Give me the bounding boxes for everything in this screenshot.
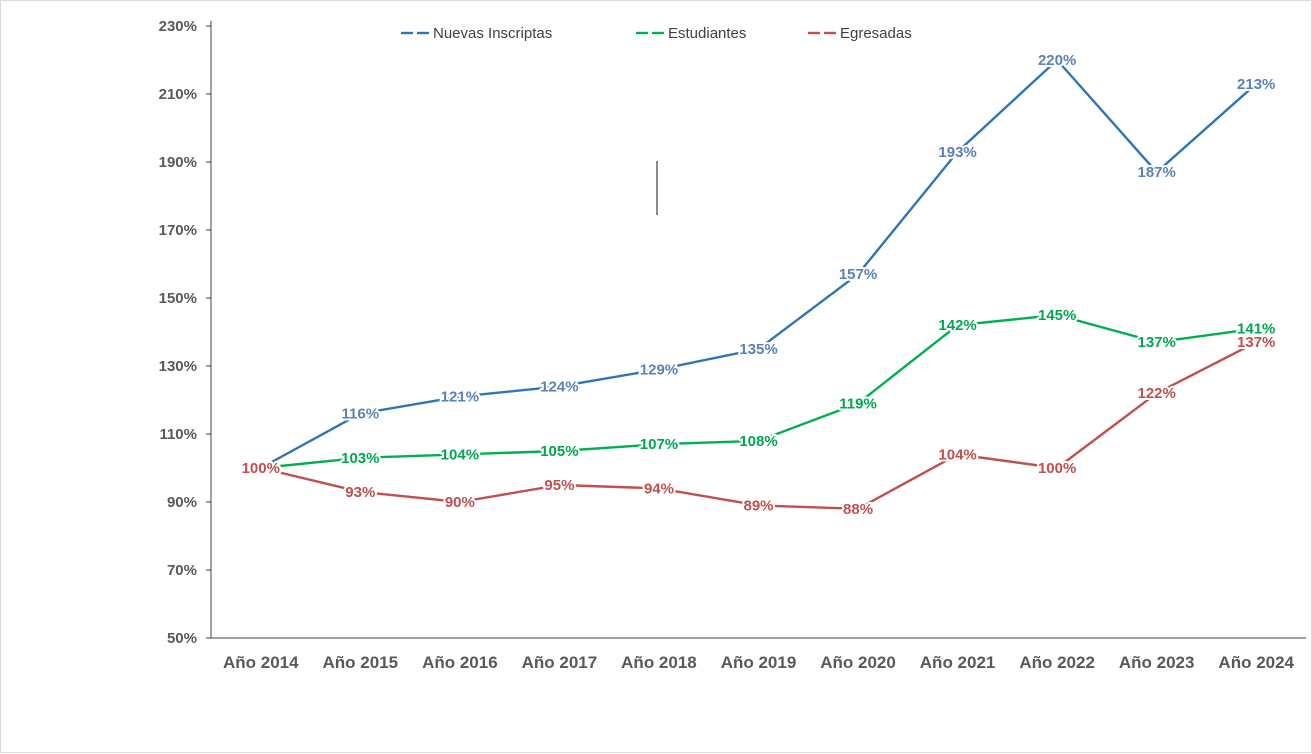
legend-label: Egresadas xyxy=(840,25,912,42)
data-label: 193% xyxy=(938,144,976,161)
data-label: 93% xyxy=(345,484,375,501)
y-tick-label: 110% xyxy=(159,426,197,443)
x-tick-label: Año 2018 xyxy=(621,653,697,672)
data-label: 104% xyxy=(441,446,479,463)
y-tick-label: 150% xyxy=(159,290,197,307)
data-label: 100% xyxy=(1038,460,1076,477)
data-label: 89% xyxy=(743,497,773,514)
data-label: 100% xyxy=(242,460,280,477)
data-label: 124% xyxy=(540,378,578,395)
series-line-1 xyxy=(259,313,1258,470)
data-label: 220% xyxy=(1038,52,1076,69)
data-label: 135% xyxy=(739,341,777,358)
legend: Nuevas Inscriptas Estudiantes Egresadas xyxy=(401,25,912,42)
data-label: 187% xyxy=(1137,164,1175,181)
data-label: 137% xyxy=(1137,334,1175,351)
data-label: 157% xyxy=(839,266,877,283)
data-label: 103% xyxy=(341,450,379,467)
series-line-2 xyxy=(259,341,1258,510)
x-tick-label: Año 2022 xyxy=(1019,653,1095,672)
y-tick-label: 90% xyxy=(167,494,197,511)
data-label: 129% xyxy=(640,361,678,378)
data-labels: 100% 116% 121% 124% 129% 135% 157% 193% 220% 187%… xyxy=(240,50,1278,520)
x-tick-label: Año 2020 xyxy=(820,653,896,672)
x-tick-label: Año 2021 xyxy=(920,653,996,672)
data-label: 141% xyxy=(1237,321,1275,338)
legend-label: Nuevas Inscriptas xyxy=(433,25,552,42)
axes: 230% 210% 190% 170% 150% 130% 110% 90% 70% 50% Año… xyxy=(159,18,1306,672)
x-tick-label: Año 2023 xyxy=(1119,653,1195,672)
y-tick-label: 130% xyxy=(159,358,197,375)
y-tick-label: 170% xyxy=(159,222,197,239)
legend-label: Estudiantes xyxy=(668,25,746,42)
x-tick-label: Año 2014 xyxy=(223,653,299,672)
data-label: 213% xyxy=(1237,76,1275,93)
data-label: 94% xyxy=(644,480,674,497)
y-tick-label: 70% xyxy=(167,562,197,579)
data-label: 107% xyxy=(640,436,678,453)
y-tick-label: 210% xyxy=(159,86,197,103)
y-tick-label: 230% xyxy=(159,18,197,35)
data-label: 142% xyxy=(938,317,976,334)
data-label: 119% xyxy=(839,395,877,412)
data-label: 95% xyxy=(544,477,574,494)
series-line-0 xyxy=(259,58,1258,470)
data-label: 116% xyxy=(342,406,380,423)
y-tick-label: 50% xyxy=(167,630,197,647)
data-label: 100% xyxy=(242,460,280,477)
y-tick-label: 190% xyxy=(159,154,197,171)
x-tick-label: Año 2024 xyxy=(1218,653,1294,672)
data-label: 122% xyxy=(1137,385,1175,402)
x-tick-label: Año 2019 xyxy=(721,653,797,672)
data-label: 88% xyxy=(843,501,873,518)
series-lines xyxy=(259,58,1258,510)
data-label: 145% xyxy=(1038,307,1076,324)
x-tick-label: Año 2015 xyxy=(323,653,399,672)
data-label: 105% xyxy=(540,443,578,460)
x-tick-label: Año 2017 xyxy=(522,653,598,672)
data-label: 137% xyxy=(1237,334,1275,351)
data-label: 108% xyxy=(739,433,777,450)
data-label: 104% xyxy=(938,446,976,463)
data-label: 90% xyxy=(445,494,475,511)
data-label: 121% xyxy=(441,389,479,406)
x-tick-label: Año 2016 xyxy=(422,653,498,672)
data-label: 100% xyxy=(242,460,280,477)
